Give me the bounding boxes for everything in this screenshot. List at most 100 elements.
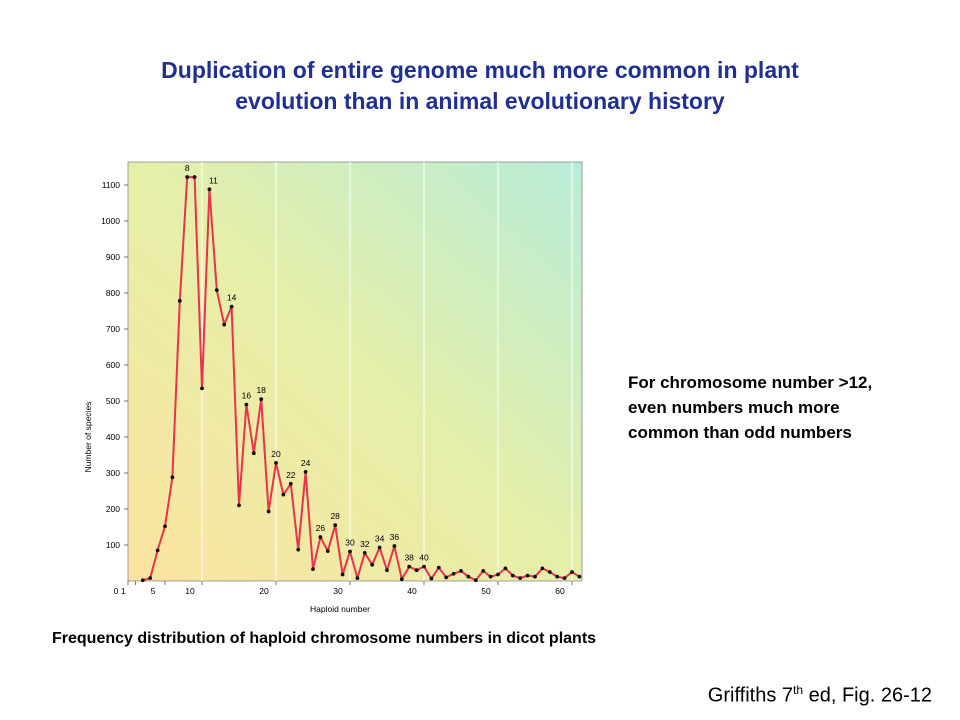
- data-point-4: [155, 548, 160, 553]
- y-tick-label-900: 900: [106, 252, 120, 262]
- data-point-44: [451, 571, 456, 576]
- data-point-27: [325, 549, 330, 554]
- data-point-2: [140, 578, 145, 583]
- data-point-45: [459, 569, 463, 573]
- data-point-10: [200, 386, 204, 391]
- data-point-17: [251, 451, 256, 456]
- point-label-14: 14: [227, 293, 237, 303]
- data-point-13: [222, 322, 227, 327]
- figure-caption: Frequency distribution of haploid chromo…: [52, 630, 597, 647]
- data-point-24: [303, 470, 308, 474]
- y-tick-label-500: 500: [106, 396, 120, 406]
- x-tick-label-30: 30: [333, 586, 343, 596]
- data-point-29: [340, 572, 345, 577]
- y-tick-label-100: 100: [106, 540, 120, 550]
- y-tick-label-800: 800: [106, 288, 120, 298]
- data-point-40: [422, 564, 426, 569]
- point-label-32: 32: [360, 539, 370, 549]
- point-label-30: 30: [345, 537, 355, 547]
- data-point-46: [466, 574, 471, 579]
- x-tick-label-10: 10: [185, 586, 195, 596]
- data-point-8: [185, 175, 190, 179]
- data-point-31: [355, 576, 360, 581]
- point-label-36: 36: [390, 532, 400, 542]
- data-point-26: [318, 535, 323, 539]
- data-point-57: [547, 570, 552, 574]
- data-point-48: [481, 569, 486, 573]
- data-point-43: [444, 575, 449, 580]
- data-point-23: [296, 547, 301, 552]
- plot-background: [127, 161, 583, 582]
- data-point-49: [488, 574, 493, 579]
- y-tick-label-1000: 1000: [101, 216, 120, 226]
- data-point-47: [473, 578, 478, 583]
- citation-prefix: Griffiths 7: [707, 684, 794, 707]
- point-label-24: 24: [301, 458, 311, 468]
- data-point-54: [525, 573, 530, 578]
- data-point-19: [266, 509, 271, 514]
- y-tick-label-300: 300: [106, 468, 120, 478]
- data-point-51: [503, 566, 508, 571]
- y-tick-label-1100: 1100: [102, 180, 121, 190]
- title-line-2: evolution than in animal evolutionary hi…: [235, 88, 725, 114]
- point-label-18: 18: [256, 385, 266, 395]
- data-point-37: [399, 577, 404, 582]
- data-point-38: [407, 564, 412, 569]
- data-point-18: [259, 397, 264, 402]
- data-point-52: [510, 573, 515, 578]
- data-point-35: [385, 568, 389, 573]
- x-tick-label-50: 50: [481, 586, 491, 596]
- data-point-28: [333, 523, 338, 528]
- point-label-28: 28: [330, 511, 340, 521]
- y-tick-label-200: 200: [106, 504, 120, 514]
- data-point-61: [577, 574, 582, 579]
- data-point-16: [244, 402, 249, 407]
- citation-suffix: ed, Fig. 26-12: [803, 684, 932, 707]
- y-tick-label-700: 700: [106, 324, 120, 334]
- point-label-26: 26: [316, 523, 326, 533]
- data-point-41: [429, 576, 434, 581]
- data-point-42: [436, 565, 441, 570]
- data-point-6: [170, 475, 175, 480]
- data-point-53: [518, 576, 523, 581]
- point-label-22: 22: [286, 470, 296, 480]
- figure-citation: Griffiths 7th ed, Fig. 26-12: [708, 683, 932, 708]
- x-tick-label-0: 0: [114, 586, 119, 596]
- data-point-21: [281, 492, 286, 497]
- data-point-56: [540, 566, 545, 571]
- data-point-7: [177, 299, 182, 303]
- annotation-note: For chromosome number >12, even numbers …: [628, 373, 873, 442]
- data-point-3: [148, 576, 153, 581]
- point-label-11: 11: [209, 175, 218, 185]
- point-label-8: 8: [185, 163, 190, 173]
- point-label-40: 40: [419, 553, 429, 563]
- point-label-16: 16: [242, 391, 252, 401]
- data-point-59: [562, 576, 567, 581]
- y-tick-label-400: 400: [106, 432, 120, 442]
- x-tick-label-20: 20: [259, 586, 269, 596]
- data-point-58: [555, 574, 560, 579]
- data-point-50: [496, 572, 500, 577]
- y-tick-label-600: 600: [106, 360, 120, 370]
- data-point-34: [377, 545, 382, 550]
- data-point-33: [370, 562, 375, 567]
- data-point-5: [163, 524, 167, 529]
- point-label-20: 20: [271, 449, 281, 459]
- data-point-55: [533, 574, 537, 579]
- x-tick-label-1: 1: [121, 586, 126, 596]
- data-point-25: [311, 567, 315, 572]
- data-point-11: [207, 187, 212, 192]
- title-line-1: Duplication of entire genome much more c…: [161, 57, 799, 83]
- data-point-60: [570, 570, 574, 574]
- data-point-12: [214, 288, 219, 293]
- data-point-15: [237, 503, 241, 508]
- x-axis-label: Haploid number: [310, 604, 370, 614]
- x-tick-label-60: 60: [555, 586, 565, 596]
- data-point-32: [362, 551, 367, 555]
- y-axis-label: Number of species: [83, 402, 93, 473]
- data-point-20: [274, 461, 278, 465]
- data-point-30: [348, 549, 352, 554]
- x-tick-label-5: 5: [151, 586, 156, 596]
- slide-title: Duplication of entire genome much more c…: [80, 55, 880, 117]
